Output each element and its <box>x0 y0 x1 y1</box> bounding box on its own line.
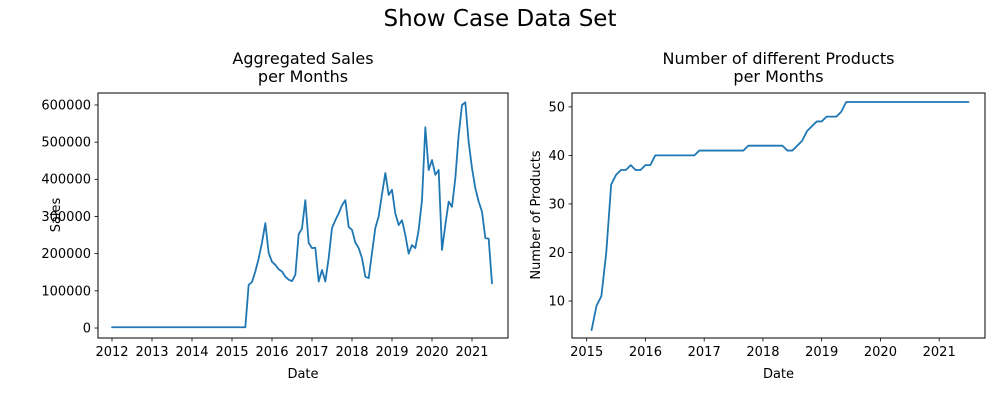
x-tick-label: 2021 <box>455 345 488 360</box>
x-tick-label: 2020 <box>864 345 897 360</box>
y-tick-label: 20 <box>548 246 565 261</box>
y-tick-label: 500000 <box>41 136 91 151</box>
x-tick-label: 2016 <box>255 345 288 360</box>
x-tick-label: 2016 <box>629 345 662 360</box>
x-tick-label: 2013 <box>135 345 168 360</box>
products-series-line <box>590 101 970 332</box>
y-tick-label: 400000 <box>41 173 91 188</box>
x-tick-label: 2018 <box>746 345 779 360</box>
products-axes-frame <box>571 92 986 339</box>
sales-chart-title: Aggregated Sales per Months <box>232 49 374 87</box>
x-tick-label: 2017 <box>688 345 721 360</box>
x-tick-label: 2018 <box>335 345 368 360</box>
sales-yaxis-label: Sales <box>49 197 65 233</box>
figure-title: Show Case Data Set <box>383 6 617 32</box>
y-tick-label: 200000 <box>41 247 91 262</box>
sales-chart: 2012 2013 2014 2015 2016 2017 2018 2019 2020 2021… <box>41 92 509 360</box>
y-tick-label: 600000 <box>41 98 91 113</box>
y-tick-label: 100000 <box>41 284 91 299</box>
products-chart: 2015 2016 2017 2018 2019 2020 2021 10 20 30 40 50 <box>548 92 986 360</box>
x-tick-label: 2021 <box>923 345 956 360</box>
sales-axes-frame <box>97 92 509 339</box>
x-tick-label: 2020 <box>415 345 448 360</box>
y-tick-label: 40 <box>548 149 565 164</box>
x-tick-label: 2014 <box>175 345 208 360</box>
y-tick-label: 10 <box>548 294 565 309</box>
x-tick-label: 2017 <box>295 345 328 360</box>
y-tick-label: 300000 <box>41 210 91 225</box>
y-tick-label: 30 <box>548 197 565 212</box>
products-xaxis-label: Date <box>762 367 795 382</box>
x-tick-label: 2015 <box>570 345 603 360</box>
sales-series-line <box>111 101 493 329</box>
y-tick-label: 50 <box>548 100 565 115</box>
products-yaxis-label: Number of Products <box>529 150 545 280</box>
x-tick-label: 2019 <box>375 345 408 360</box>
y-tick-label: 0 <box>83 321 91 336</box>
x-tick-label: 2015 <box>215 345 248 360</box>
products-chart-title: Number of different Products per Months <box>662 49 895 87</box>
sales-xaxis-label: Date <box>287 367 319 382</box>
x-tick-label: 2012 <box>95 345 128 360</box>
x-tick-label: 2019 <box>805 345 838 360</box>
